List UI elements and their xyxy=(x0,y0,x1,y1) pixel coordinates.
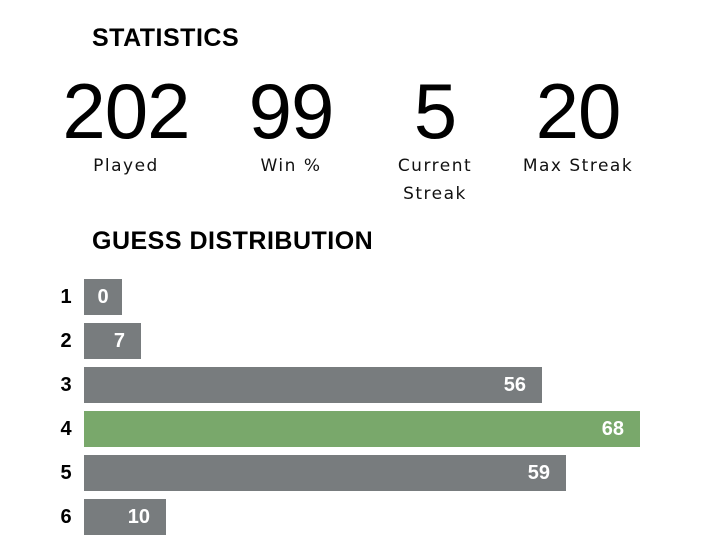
guess-distribution: 1 0 2 7 3 56 4 68 5 59 6 10 xyxy=(56,279,696,543)
guess-number: 3 xyxy=(60,374,72,396)
distribution-bar: 56 xyxy=(84,367,542,403)
distribution-bar: 59 xyxy=(84,455,566,491)
guess-number: 1 xyxy=(60,286,72,308)
distribution-bar: 7 xyxy=(84,323,141,359)
distribution-bar: 10 xyxy=(84,499,166,535)
guess-number: 2 xyxy=(60,330,72,352)
distribution-bar: 0 xyxy=(84,279,122,315)
guess-number: 4 xyxy=(60,418,72,440)
distribution-row-3: 3 56 xyxy=(56,367,696,403)
stat-played-label: Played xyxy=(93,156,159,176)
distribution-row-2: 2 7 xyxy=(56,323,696,359)
stat-current-streak: 5 Current Streak xyxy=(350,70,520,208)
distribution-row-4: 4 68 xyxy=(56,411,696,447)
distribution-row-5: 5 59 xyxy=(56,455,696,491)
stat-played: 202 Played xyxy=(41,70,211,180)
stat-win-percent: 99 Win % xyxy=(206,70,376,180)
stat-win-percent-value: 99 xyxy=(248,67,335,155)
stat-played-value: 202 xyxy=(62,67,190,155)
stat-max-streak-value: 20 xyxy=(535,67,622,155)
guess-distribution-heading: GUESS DISTRIBUTION xyxy=(92,227,374,255)
distribution-row-6: 6 10 xyxy=(56,499,696,535)
stat-max-streak-label: Max Streak xyxy=(522,156,634,176)
stat-current-streak-value: 5 xyxy=(413,67,457,155)
distribution-bar: 68 xyxy=(84,411,640,447)
statistics-heading: STATISTICS xyxy=(92,24,240,52)
guess-number: 6 xyxy=(60,506,72,528)
stat-win-percent-label: Win % xyxy=(260,156,322,176)
stat-max-streak: 20 Max Streak xyxy=(493,70,663,180)
stat-current-streak-label: Current Streak xyxy=(397,156,473,204)
guess-number: 5 xyxy=(60,462,72,484)
distribution-row-1: 1 0 xyxy=(56,279,696,315)
